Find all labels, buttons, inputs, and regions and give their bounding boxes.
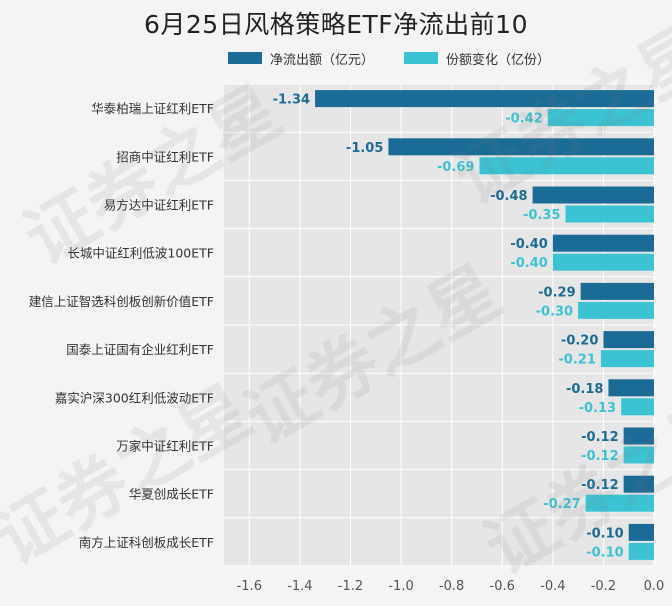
plot-area: -1.6 -1.4 -1.2 -1.0 -0.8 -0.6 -0.4 -0.2 0.0 华泰柏瑞上… xyxy=(29,83,665,594)
legend-label-share-change: 份额变化（亿份） xyxy=(446,52,551,68)
data-label-share-change: -0.12 xyxy=(581,449,618,464)
bar-share-change xyxy=(600,350,654,368)
data-label-share-change: -0.21 xyxy=(558,353,595,368)
x-tick-label: 0.0 xyxy=(644,579,665,594)
y-category-label: 南方上证科创板成长ETF xyxy=(79,535,214,550)
data-label-share-change: -0.35 xyxy=(523,208,560,223)
x-tick-label: -0.4 xyxy=(540,579,565,594)
data-label-net-outflow: -0.10 xyxy=(586,526,623,541)
bar-net-outflow xyxy=(552,234,654,252)
chart-legend: 净流出额（亿元） 份额变化（亿份） xyxy=(228,48,580,68)
x-tick-label: -0.8 xyxy=(439,579,464,594)
bar-net-outflow xyxy=(388,138,654,156)
x-tick-label: -1.0 xyxy=(388,579,413,594)
y-category-label: 建信上证智选科创板创新价值ETF xyxy=(29,294,214,309)
y-category-label: 国泰上证国有企业红利ETF xyxy=(66,342,214,357)
data-label-net-outflow: -0.12 xyxy=(581,478,618,493)
data-label-share-change: -0.30 xyxy=(536,304,573,319)
bar-share-change xyxy=(623,446,654,464)
bar-net-outflow xyxy=(608,379,654,397)
legend-item-net-outflow: 净流出额（亿元） xyxy=(228,49,374,68)
bar-net-outflow xyxy=(580,282,654,300)
y-category-label: 万家中证红利ETF xyxy=(116,439,214,454)
legend-label-net-outflow: 净流出额（亿元） xyxy=(270,52,375,68)
data-label-net-outflow: -1.05 xyxy=(346,141,383,156)
data-label-share-change: -0.42 xyxy=(505,112,542,127)
y-category-label: 长城中证红利低波100ETF xyxy=(67,246,214,261)
chart-title: 6月25日风格策略ETF净流出前10 xyxy=(144,10,528,39)
bar-net-outflow xyxy=(623,427,654,445)
legend-swatch-net-outflow xyxy=(228,52,262,64)
bar-share-change xyxy=(479,157,654,175)
bar-share-change xyxy=(578,301,654,319)
x-tick-label: -0.2 xyxy=(591,579,616,594)
y-category-label: 华夏创成长ETF xyxy=(129,487,214,502)
data-label-net-outflow: -0.29 xyxy=(538,285,575,300)
bar-net-outflow xyxy=(628,523,654,541)
data-label-net-outflow: -0.12 xyxy=(581,430,618,445)
data-label-net-outflow: -1.34 xyxy=(273,93,310,108)
x-tick-label: -1.6 xyxy=(237,579,262,594)
data-label-net-outflow: -0.18 xyxy=(566,382,603,397)
bar-share-change xyxy=(621,398,654,416)
y-category-label: 华泰柏瑞上证红利ETF xyxy=(91,101,214,116)
y-category-label: 嘉实沪深300红利低波动ETF xyxy=(55,390,214,405)
bar-net-outflow xyxy=(623,475,654,493)
legend-item-share-change: 份额变化（亿份） xyxy=(404,49,550,68)
bar-share-change xyxy=(547,109,654,127)
y-category-label: 易方达中证红利ETF xyxy=(104,198,214,213)
data-label-net-outflow: -0.48 xyxy=(490,189,527,204)
bar-net-outflow xyxy=(532,186,654,204)
data-label-share-change: -0.69 xyxy=(437,160,474,175)
bar-share-change xyxy=(585,494,654,512)
data-label-net-outflow: -0.40 xyxy=(510,237,547,252)
bar-net-outflow xyxy=(603,331,654,349)
x-tick-label: -1.2 xyxy=(338,579,363,594)
bar-share-change xyxy=(628,542,654,560)
data-label-share-change: -0.13 xyxy=(579,401,616,416)
y-category-label: 招商中证红利ETF xyxy=(116,149,214,164)
x-tick-label: -0.6 xyxy=(490,579,515,594)
legend-swatch-share-change xyxy=(404,52,439,64)
x-tick-label: -1.4 xyxy=(287,579,312,594)
bar-net-outflow xyxy=(315,90,654,108)
data-label-share-change: -0.10 xyxy=(586,545,623,560)
data-label-share-change: -0.27 xyxy=(543,497,580,512)
bar-share-change xyxy=(565,205,654,223)
bar-share-change xyxy=(552,253,654,271)
data-label-share-change: -0.40 xyxy=(510,256,547,271)
data-label-net-outflow: -0.20 xyxy=(561,334,598,349)
